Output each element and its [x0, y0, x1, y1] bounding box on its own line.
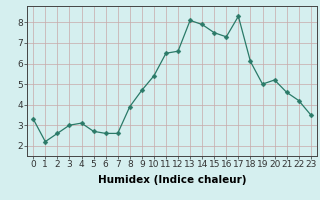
- X-axis label: Humidex (Indice chaleur): Humidex (Indice chaleur): [98, 175, 246, 185]
